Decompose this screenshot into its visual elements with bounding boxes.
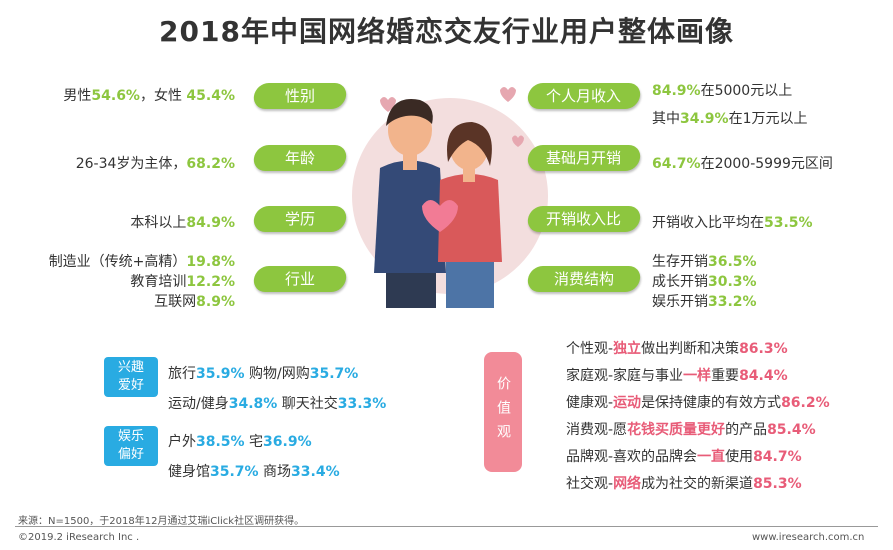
interest-row-1: 旅行35.9% 购物/网购35.7% (168, 366, 359, 382)
interest-label: 兴趣 爱好 (104, 357, 158, 397)
copyright: ©2019.2 iResearch Inc . (18, 532, 140, 543)
heart-icon (500, 87, 516, 102)
structure-text: 生存开销36.5% 成长开销30.3% 娱乐开销33.2% (652, 254, 757, 310)
structure-pill: 消费结构 (526, 266, 642, 292)
entertainment-row-2: 健身馆35.7% 商场33.4% (168, 464, 340, 480)
footer-divider (15, 526, 878, 527)
couple-illustration (352, 87, 548, 308)
source-note: 来源：N=1500，于2018年12月通过艾瑞iClick社区调研获得。 (18, 516, 305, 527)
age-pill: 年龄 (252, 145, 348, 171)
entertainment-row-1: 户外38.5% 宅36.9% (168, 434, 312, 450)
values-item: 社交观-网络成为社交的新渠道85.3% (566, 476, 802, 492)
income-text-2: 其中34.9%在1万元以上 (652, 111, 808, 127)
values-list: 个性观-独立做出判断和决策86.3% 家庭观-家庭与事业一样重要84.4% 健康… (566, 336, 830, 498)
values-item: 健康观-运动是保持健康的有效方式86.2% (566, 395, 830, 411)
values-item: 品牌观-喜欢的品牌会一直使用84.7% (566, 449, 802, 465)
values-item: 家庭观-家庭与事业一样重要84.4% (566, 368, 788, 384)
gender-text: 男性54.6%，女性 45.4% (63, 88, 235, 104)
interest-row-2: 运动/健身34.8% 聊天社交33.3% (168, 396, 387, 412)
footer-url[interactable]: www.iresearch.com.cn (752, 532, 865, 543)
income-pill: 个人月收入 (526, 83, 642, 109)
industry-text: 制造业（传统+高精）19.8% 教育培训12.2% 互联网8.9% (48, 254, 235, 310)
industry-pill: 行业 (252, 266, 348, 292)
education-pill: 学历 (252, 206, 348, 232)
spend-text: 64.7%在2000-5999元区间 (652, 156, 833, 172)
entertainment-label: 娱乐 偏好 (104, 426, 158, 466)
page-title: 2018年中国网络婚恋交友行业用户整体画像 (159, 15, 734, 48)
income-text-1: 84.9%在5000元以上 (652, 83, 793, 99)
education-text: 本科以上84.9% (130, 215, 235, 231)
values-item: 个性观-独立做出判断和决策86.3% (566, 341, 788, 357)
values-item: 消费观-愿花钱买质量更好的产品85.4% (566, 422, 816, 438)
ratio-text: 开销收入比平均在53.5% (652, 215, 813, 231)
age-text: 26-34岁为主体，68.2% (75, 156, 235, 172)
heart-icon (422, 200, 458, 232)
values-label: 价值观 (484, 352, 522, 472)
ratio-pill: 开销收入比 (526, 206, 642, 232)
heart-icon (512, 135, 524, 147)
spend-pill: 基础月开销 (526, 145, 642, 171)
gender-pill: 性别 (252, 83, 348, 109)
